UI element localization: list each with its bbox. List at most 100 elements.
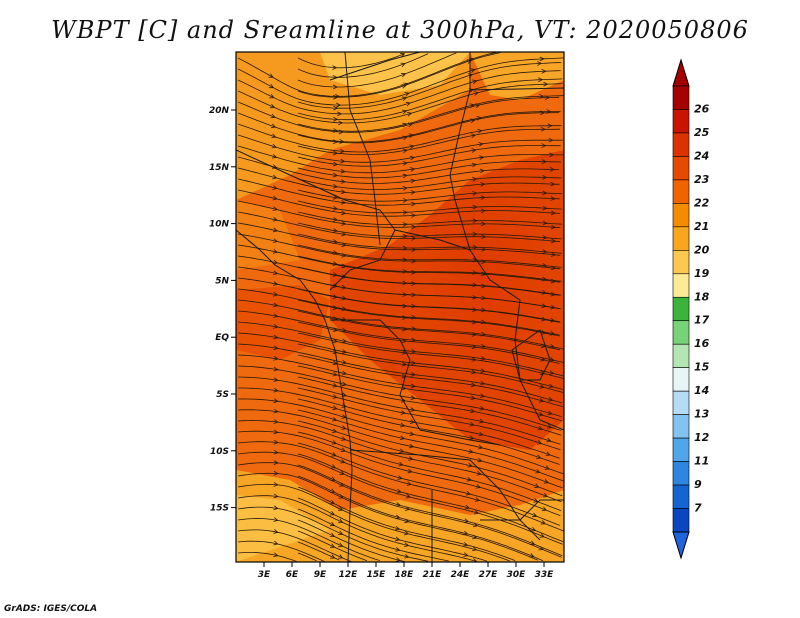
streamline (297, 266, 562, 296)
streamline (237, 552, 297, 562)
streamline-arrow (481, 234, 486, 240)
border-sahel-west (236, 149, 396, 291)
colorbar-label: 9 (694, 478, 702, 491)
colorbar-segment (672, 132, 690, 157)
colorbar-label: 19 (694, 267, 710, 280)
colorbar-segment (672, 273, 690, 298)
streamline-arrow (550, 181, 555, 187)
streamline-arrow (542, 249, 547, 254)
colorbar-bottom-arrow (672, 531, 690, 560)
wbpt-region-23-west (236, 285, 330, 360)
streamline-arrow (332, 382, 338, 388)
streamline-arrow (547, 123, 552, 129)
streamline (237, 83, 563, 124)
streamline (237, 376, 561, 445)
streamline (237, 506, 429, 562)
border-sudan (449, 52, 521, 301)
streamline-arrow (405, 493, 411, 499)
streamline-arrow (472, 282, 477, 288)
streamline (237, 70, 561, 115)
latitude-axis: 20N 15N 10N 5N EQ 5S 10S 15S (209, 106, 236, 514)
lon-tick-label: 21E (423, 570, 443, 580)
colorbar-segment (672, 203, 690, 228)
streamline-arrow (470, 133, 476, 138)
streamline-arrow (529, 540, 535, 546)
streamline-arrow (403, 530, 409, 536)
streamline-arrow (395, 557, 401, 562)
colorbar-segment (672, 226, 690, 251)
streamline-arrow (273, 398, 279, 404)
streamline-arrow (401, 350, 407, 355)
streamline-arrow (273, 324, 278, 329)
colorbar-segment (672, 461, 690, 486)
streamline (297, 128, 561, 155)
streamline (237, 277, 560, 323)
streamline-arrow (472, 546, 477, 552)
streamline-arrow (480, 368, 486, 374)
streamline (237, 189, 561, 217)
streamline (237, 145, 564, 174)
streamline (297, 244, 562, 268)
streamline (237, 167, 560, 195)
streamline (297, 52, 457, 88)
streamline-arrow (341, 359, 347, 365)
streamline-arrow (273, 313, 278, 319)
streamline (237, 200, 561, 228)
streamline-arrow (477, 128, 483, 134)
lon-tick-label: 12E (339, 570, 359, 580)
streamline-arrow (332, 305, 338, 310)
streamline (237, 310, 564, 363)
streamline (237, 288, 560, 336)
streamline-arrow (332, 327, 338, 333)
streamline-arrow (549, 152, 554, 158)
streamline (297, 497, 488, 562)
streamline-arrow (332, 228, 338, 233)
streamline-arrow (330, 476, 336, 481)
streamline-arrow (272, 217, 278, 222)
streamline-arrow (539, 533, 545, 538)
streamline-arrow (394, 525, 400, 531)
lat-tick-label: 10S (210, 447, 229, 457)
streamline-arrow (340, 458, 345, 464)
colorbar-segment (672, 109, 690, 134)
streamline-arrow (273, 345, 278, 351)
streamline-arrow (472, 294, 477, 300)
streamline (237, 441, 564, 532)
colorbar-segment (672, 320, 690, 345)
longitude-axis: 3E 6E 9E 12E 15E 18E 21E 24E 27E 30E 33E (258, 562, 554, 580)
streamline-arrow (402, 185, 408, 191)
streamline (237, 409, 563, 489)
streamline-arrow (402, 198, 408, 203)
colorbar-label: 11 (694, 455, 709, 468)
streamline-arrow (330, 464, 336, 469)
streamline-arrow (329, 511, 335, 516)
streamline-arrow (400, 422, 405, 428)
streamline-arrow (471, 357, 477, 362)
streamline (297, 321, 560, 364)
streamline-arrow (472, 191, 477, 196)
streamline-arrow (543, 81, 548, 87)
streamline-arrow (402, 245, 407, 251)
streamline (237, 495, 477, 562)
streamline-arrow (471, 319, 477, 325)
colorbar-label: 17 (694, 314, 710, 327)
streamline-arrow (470, 382, 476, 388)
streamline-arrow (332, 161, 338, 167)
lon-tick-label: 15E (367, 570, 387, 580)
border-zimbabwe (480, 499, 564, 521)
streamline-arrow (467, 462, 473, 468)
border-libya (329, 52, 421, 81)
coastline-west (236, 229, 353, 562)
streamline-arrow (330, 488, 335, 493)
streamline (237, 332, 563, 390)
streamline-arrow (531, 526, 536, 532)
streamline-arrow (332, 338, 338, 344)
streamline-arrow (470, 118, 475, 124)
streamline-arrow (271, 153, 277, 159)
colorbar-label: 14 (694, 384, 709, 397)
streamline (297, 288, 561, 323)
lon-tick-label: 3E (258, 570, 271, 580)
streamline-arrow (402, 135, 408, 141)
streamline-arrow (340, 189, 346, 195)
